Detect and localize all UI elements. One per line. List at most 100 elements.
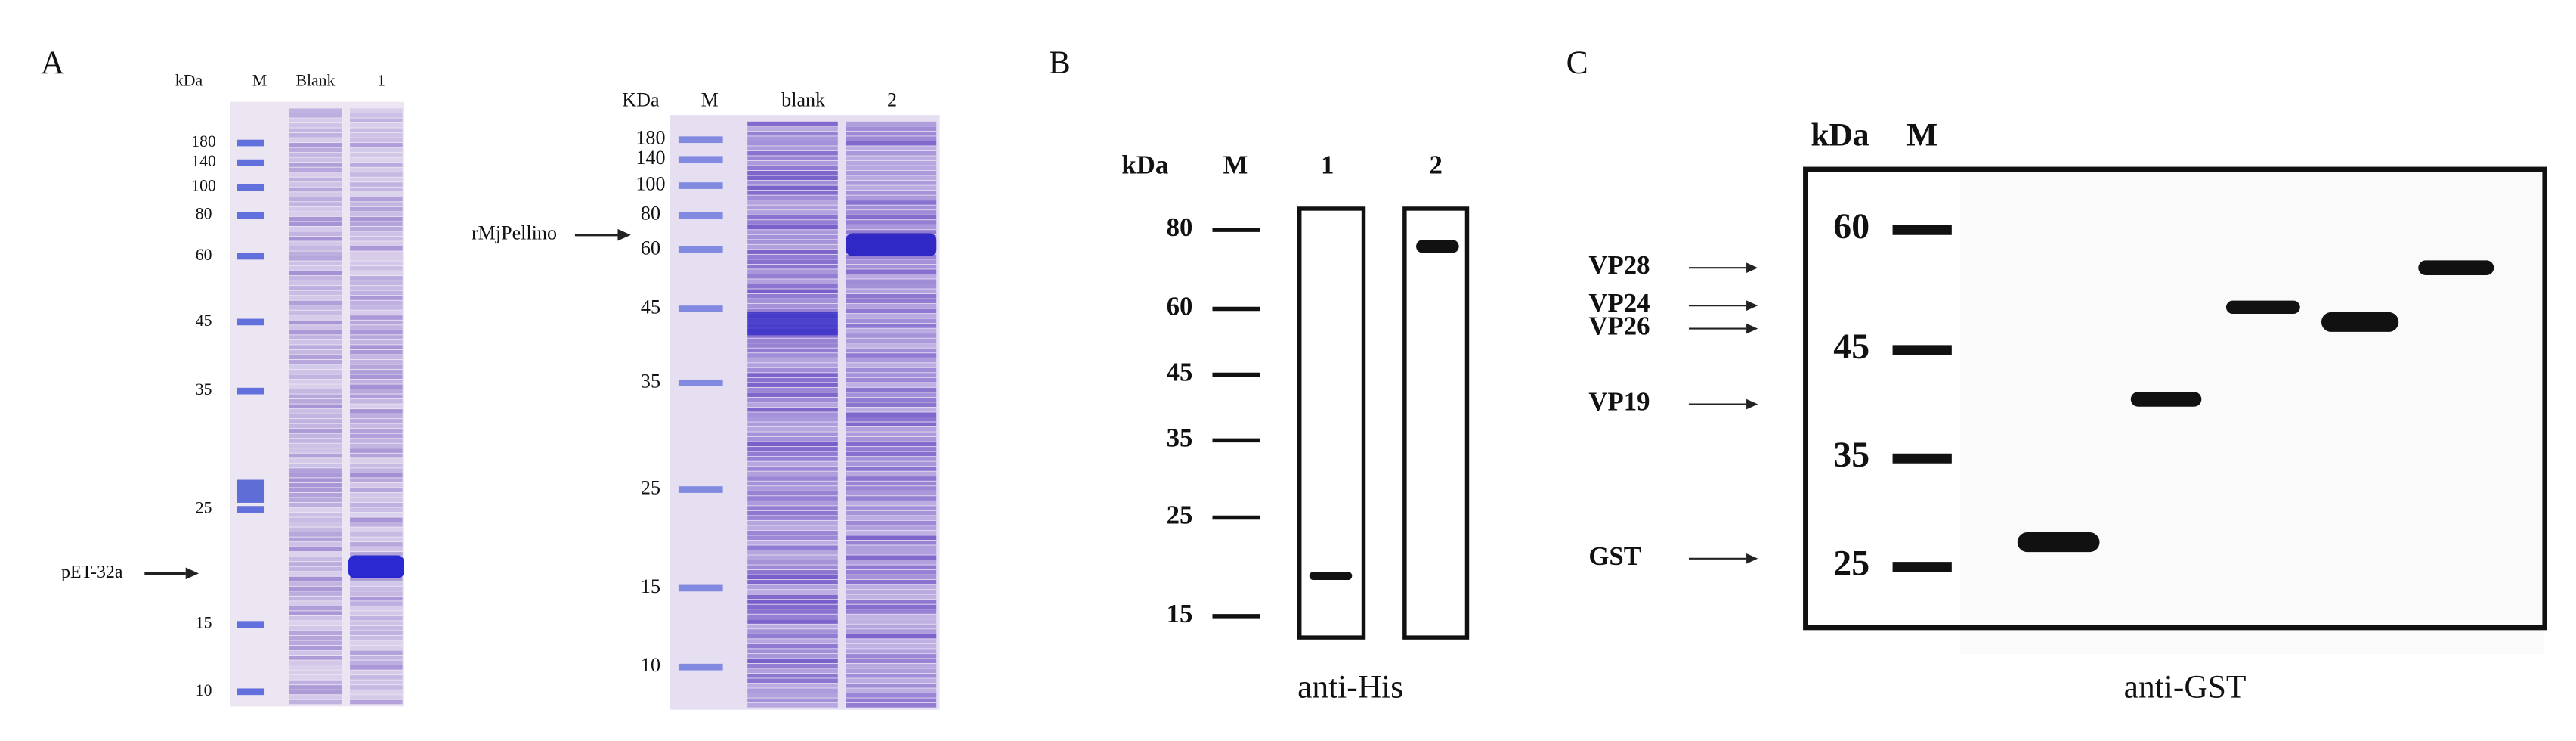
gel-band: [350, 414, 403, 419]
gel-band: [289, 695, 342, 699]
gel-band: [350, 458, 403, 463]
gel: [230, 101, 404, 707]
marker-label: 15: [196, 614, 212, 632]
gel-band: [747, 210, 838, 215]
arrow-label: VP28: [1588, 250, 1650, 280]
gel-band: [846, 584, 937, 590]
gel-band: [747, 303, 838, 308]
gel-band: [350, 665, 403, 670]
gel-band: [846, 412, 937, 417]
gel-band: [747, 600, 838, 604]
gel-band: [747, 244, 838, 250]
gel-band: [350, 537, 403, 542]
gel-band: [846, 668, 937, 674]
marker-band: [678, 305, 723, 312]
gel-band: [350, 473, 403, 478]
gel-band: [350, 502, 403, 507]
gel-band: [289, 192, 342, 197]
gel-band: [350, 345, 403, 349]
gel-band: [289, 231, 342, 237]
gel-band: [846, 293, 937, 299]
gel-band: [846, 575, 937, 580]
arrow-head: [1746, 300, 1758, 312]
gel-band: [350, 532, 403, 537]
gel-band: [846, 377, 937, 383]
arrow-label: VP24: [1588, 288, 1650, 318]
gel-band: [350, 281, 403, 286]
blot-band: [2017, 532, 2100, 553]
marker-label: 80: [196, 205, 212, 223]
gel-band: [350, 482, 403, 488]
gel-band: [289, 271, 342, 276]
marker-label: 35: [641, 370, 660, 392]
gel-band: [846, 146, 937, 151]
gel-band: [350, 355, 403, 360]
gel-band: [350, 310, 403, 315]
gel-band: [846, 324, 937, 328]
gel-band: [747, 678, 838, 684]
marker-label: 100: [635, 173, 665, 195]
gel-band: [846, 614, 937, 619]
gel-band: [289, 379, 342, 384]
gel-band: [289, 163, 342, 167]
gel-band: [289, 261, 342, 266]
gel-band: [289, 241, 342, 246]
gel-band: [846, 314, 937, 318]
marker-band: [678, 379, 723, 386]
gel-band: [289, 512, 342, 517]
gel-band: [289, 147, 342, 153]
gel-band: [350, 492, 403, 498]
gel-band: [350, 498, 403, 503]
gel-band: [350, 143, 403, 147]
lane-label: M: [701, 89, 719, 111]
gel-band: [350, 635, 403, 640]
gel-band: [846, 175, 937, 181]
gel-band: [350, 596, 403, 601]
gel-band: [747, 234, 838, 240]
gel-band: [846, 678, 937, 684]
gel-band: [350, 271, 403, 276]
gel-band: [350, 177, 403, 182]
gel-band: [747, 629, 838, 634]
gel-band: [846, 535, 937, 541]
gel-band: [747, 481, 838, 486]
gel-band: [289, 266, 342, 271]
gel-band: [289, 429, 342, 433]
gel-band: [846, 451, 937, 457]
gel-band: [350, 212, 403, 216]
gel-band: [846, 570, 937, 575]
gel-band: [350, 330, 403, 335]
gel-band: [350, 187, 403, 192]
gel-band: [289, 226, 342, 231]
gel-band: [747, 175, 838, 181]
gel-band: [350, 650, 403, 656]
gel-band: [289, 143, 342, 147]
lane-label: M: [1906, 117, 1937, 153]
gel-band: [846, 397, 937, 402]
gel-band: [289, 631, 342, 636]
gel-band: [747, 250, 838, 254]
arrow-head: [1746, 262, 1758, 274]
gel-band: [846, 299, 937, 304]
gel-band: [846, 121, 937, 126]
gel-band: [747, 269, 838, 274]
gel-band: [846, 200, 937, 205]
gel-band: [846, 328, 937, 333]
gel-band: [289, 507, 342, 513]
gel-band: [747, 663, 838, 668]
marker-band: [237, 318, 265, 326]
marker-band: [678, 156, 723, 163]
gel-band: [846, 225, 937, 230]
gel-band: [350, 359, 403, 364]
gel-band: [350, 439, 403, 443]
gel-band: [747, 555, 838, 560]
gel-band: [289, 478, 342, 482]
gel-band: [747, 520, 838, 526]
marker-band: [237, 621, 265, 628]
marker-band: [678, 486, 723, 493]
gel-band: [289, 492, 342, 498]
gel-band: [846, 437, 937, 442]
arrow-label: GST: [1588, 541, 1641, 571]
blot-band: [1309, 572, 1353, 581]
arrow-label: VP26: [1588, 312, 1650, 341]
